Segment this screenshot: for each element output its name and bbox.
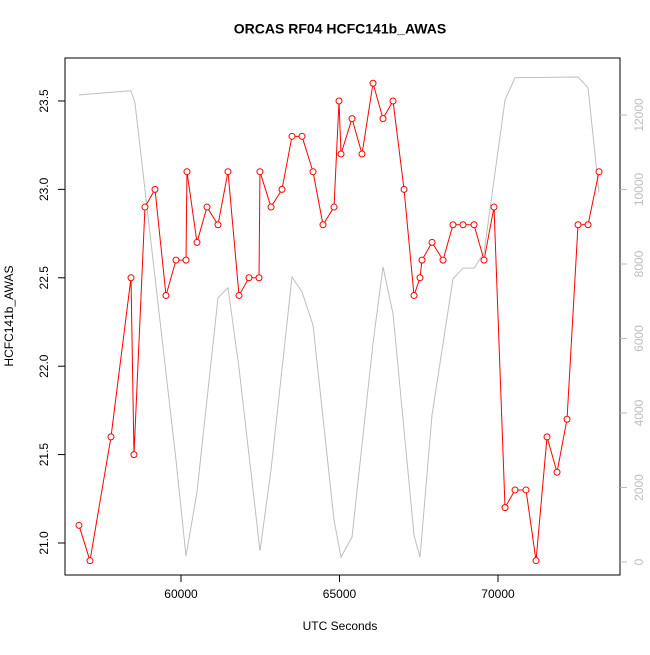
point [151, 185, 159, 193]
point [511, 486, 519, 494]
point [127, 274, 135, 282]
point [553, 468, 561, 476]
point [400, 185, 408, 193]
y-tick-label: 23.5 [37, 89, 51, 113]
point [319, 221, 327, 229]
point [428, 238, 436, 246]
point [278, 185, 286, 193]
chart-title: ORCAS RF04 HCFC141b_AWAS [234, 21, 446, 37]
point [267, 203, 275, 211]
point [358, 150, 366, 158]
point [224, 168, 232, 176]
point [459, 221, 467, 229]
point [574, 221, 582, 229]
x-tick-label: 60000 [164, 587, 198, 601]
y2-tick-label: 6000 [632, 325, 646, 352]
y2-tick-label: 10000 [632, 172, 646, 206]
point [288, 132, 296, 140]
point [522, 486, 530, 494]
point [256, 168, 264, 176]
point [107, 433, 115, 441]
point [410, 291, 418, 299]
y-tick-label: 22.5 [37, 266, 51, 290]
point [86, 557, 94, 565]
point [141, 203, 149, 211]
point [203, 203, 211, 211]
x-tick-label: 70000 [481, 587, 515, 601]
point [130, 451, 138, 459]
series-line [78, 76, 600, 559]
point [335, 97, 343, 105]
y2-tick-label: 4000 [632, 399, 646, 426]
y2-tick-label: 12000 [632, 98, 646, 132]
point [182, 256, 190, 264]
point [183, 168, 191, 176]
point [543, 433, 551, 441]
y2-tick-label: 0 [632, 558, 646, 565]
point [369, 79, 377, 87]
plot-box [64, 57, 621, 576]
y-tick-label: 21.5 [37, 443, 51, 467]
point [470, 221, 478, 229]
point [162, 291, 170, 299]
point [532, 557, 540, 565]
y2-tick-label: 2000 [632, 474, 646, 501]
y-tick-label: 21.0 [37, 531, 51, 555]
point [501, 504, 509, 512]
point [449, 221, 457, 229]
point [439, 256, 447, 264]
point [379, 115, 387, 123]
point [193, 238, 201, 246]
point [490, 203, 498, 211]
point [245, 274, 253, 282]
point [75, 521, 83, 529]
point [214, 221, 222, 229]
point [595, 168, 603, 176]
point [348, 115, 356, 123]
point [418, 256, 426, 264]
y-axis-label: HCFC141b_AWAS [2, 265, 16, 366]
y-tick-label: 22.0 [37, 354, 51, 378]
point [480, 256, 488, 264]
y2-tick-label: 8000 [632, 250, 646, 277]
point [330, 203, 338, 211]
x-tick-label: 65000 [323, 587, 357, 601]
point [255, 274, 263, 282]
point [584, 221, 592, 229]
point [563, 415, 571, 423]
x-axis-label: UTC Seconds [303, 619, 378, 633]
point [298, 132, 306, 140]
point [389, 97, 397, 105]
point [235, 291, 243, 299]
point [337, 150, 345, 158]
point [416, 274, 424, 282]
point [172, 256, 180, 264]
point [309, 168, 317, 176]
y-tick-label: 23.0 [37, 177, 51, 201]
